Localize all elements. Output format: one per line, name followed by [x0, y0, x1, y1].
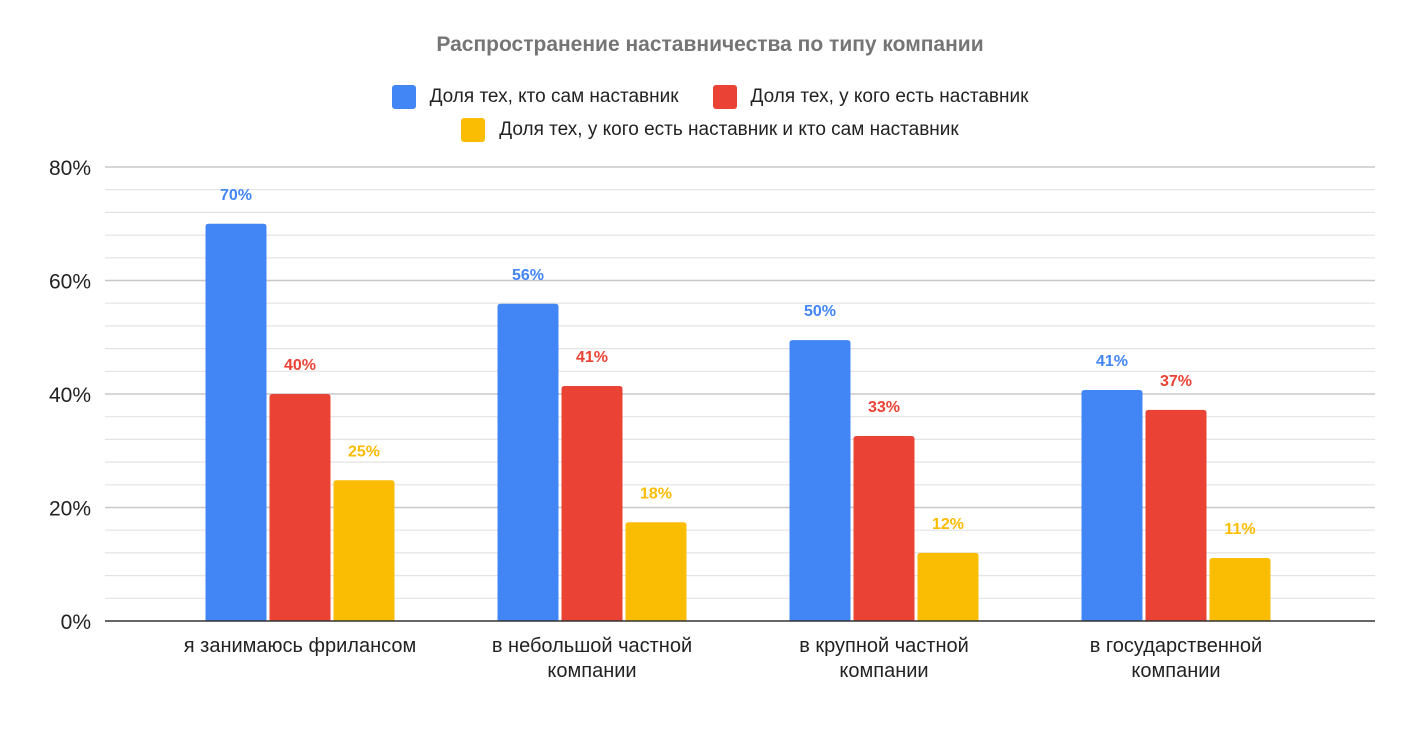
data-label: 70%: [220, 187, 252, 204]
data-label: 33%: [868, 399, 900, 416]
y-tick-label: 20%: [49, 498, 91, 521]
bar: [561, 386, 623, 621]
y-tick-label: 0%: [61, 611, 91, 634]
data-label: 11%: [1224, 521, 1255, 538]
data-label: 37%: [1160, 373, 1192, 390]
y-tick-label: 60%: [49, 271, 91, 294]
y-tick-label: 40%: [49, 384, 91, 407]
data-label: 56%: [512, 267, 544, 284]
x-tick-label: в крупной частной: [799, 635, 969, 657]
x-tick-label: компании: [547, 660, 636, 682]
x-tick-label: компании: [839, 660, 928, 682]
chart-title: Распространение наставничества по типу к…: [436, 33, 984, 56]
legend-label: Доля тех, у кого есть наставник и кто са…: [499, 119, 959, 140]
data-label: 12%: [932, 516, 964, 533]
legend-label: Доля тех, у кого есть наставник: [750, 86, 1029, 107]
bar: [917, 552, 979, 621]
legend-swatch-yellow: [461, 118, 486, 142]
x-tick-label: я занимаюсь фрилансом: [184, 635, 416, 657]
data-label: 25%: [348, 443, 380, 460]
bar: [497, 303, 559, 621]
legend-row-2: Доля тех, у кого есть наставник и кто са…: [0, 118, 1420, 142]
bar: [789, 340, 851, 621]
legend-item-self-mentor: Доля тех, кто сам наставник: [391, 85, 679, 109]
y-tick-label: 80%: [49, 157, 91, 180]
legend-item-has-mentor: Доля тех, у кого есть наставник: [712, 85, 1029, 109]
legend-row-1: Доля тех, кто сам наставник Доля тех, у …: [0, 85, 1420, 109]
legend-swatch-blue: [391, 85, 416, 109]
legend-item-both: Доля тех, у кого есть наставник и кто са…: [461, 118, 959, 142]
data-label: 40%: [284, 357, 316, 374]
legend-label: Доля тех, кто сам наставник: [429, 86, 679, 107]
bar: [1209, 558, 1271, 621]
bar: [269, 394, 331, 621]
bar: [333, 480, 395, 621]
data-label: 41%: [1096, 353, 1128, 370]
x-tick-label: в небольшой частной: [492, 635, 692, 657]
bar: [1081, 390, 1143, 621]
legend-swatch-red: [712, 85, 737, 109]
data-label: 41%: [576, 349, 608, 366]
bar: [205, 223, 267, 621]
x-tick-label: в государственной: [1090, 635, 1262, 657]
bar: [625, 522, 687, 621]
x-tick-label: компании: [1131, 660, 1220, 682]
data-label: 50%: [804, 303, 836, 320]
bar: [853, 435, 915, 621]
bar: [1145, 409, 1207, 621]
data-label: 18%: [640, 485, 672, 502]
